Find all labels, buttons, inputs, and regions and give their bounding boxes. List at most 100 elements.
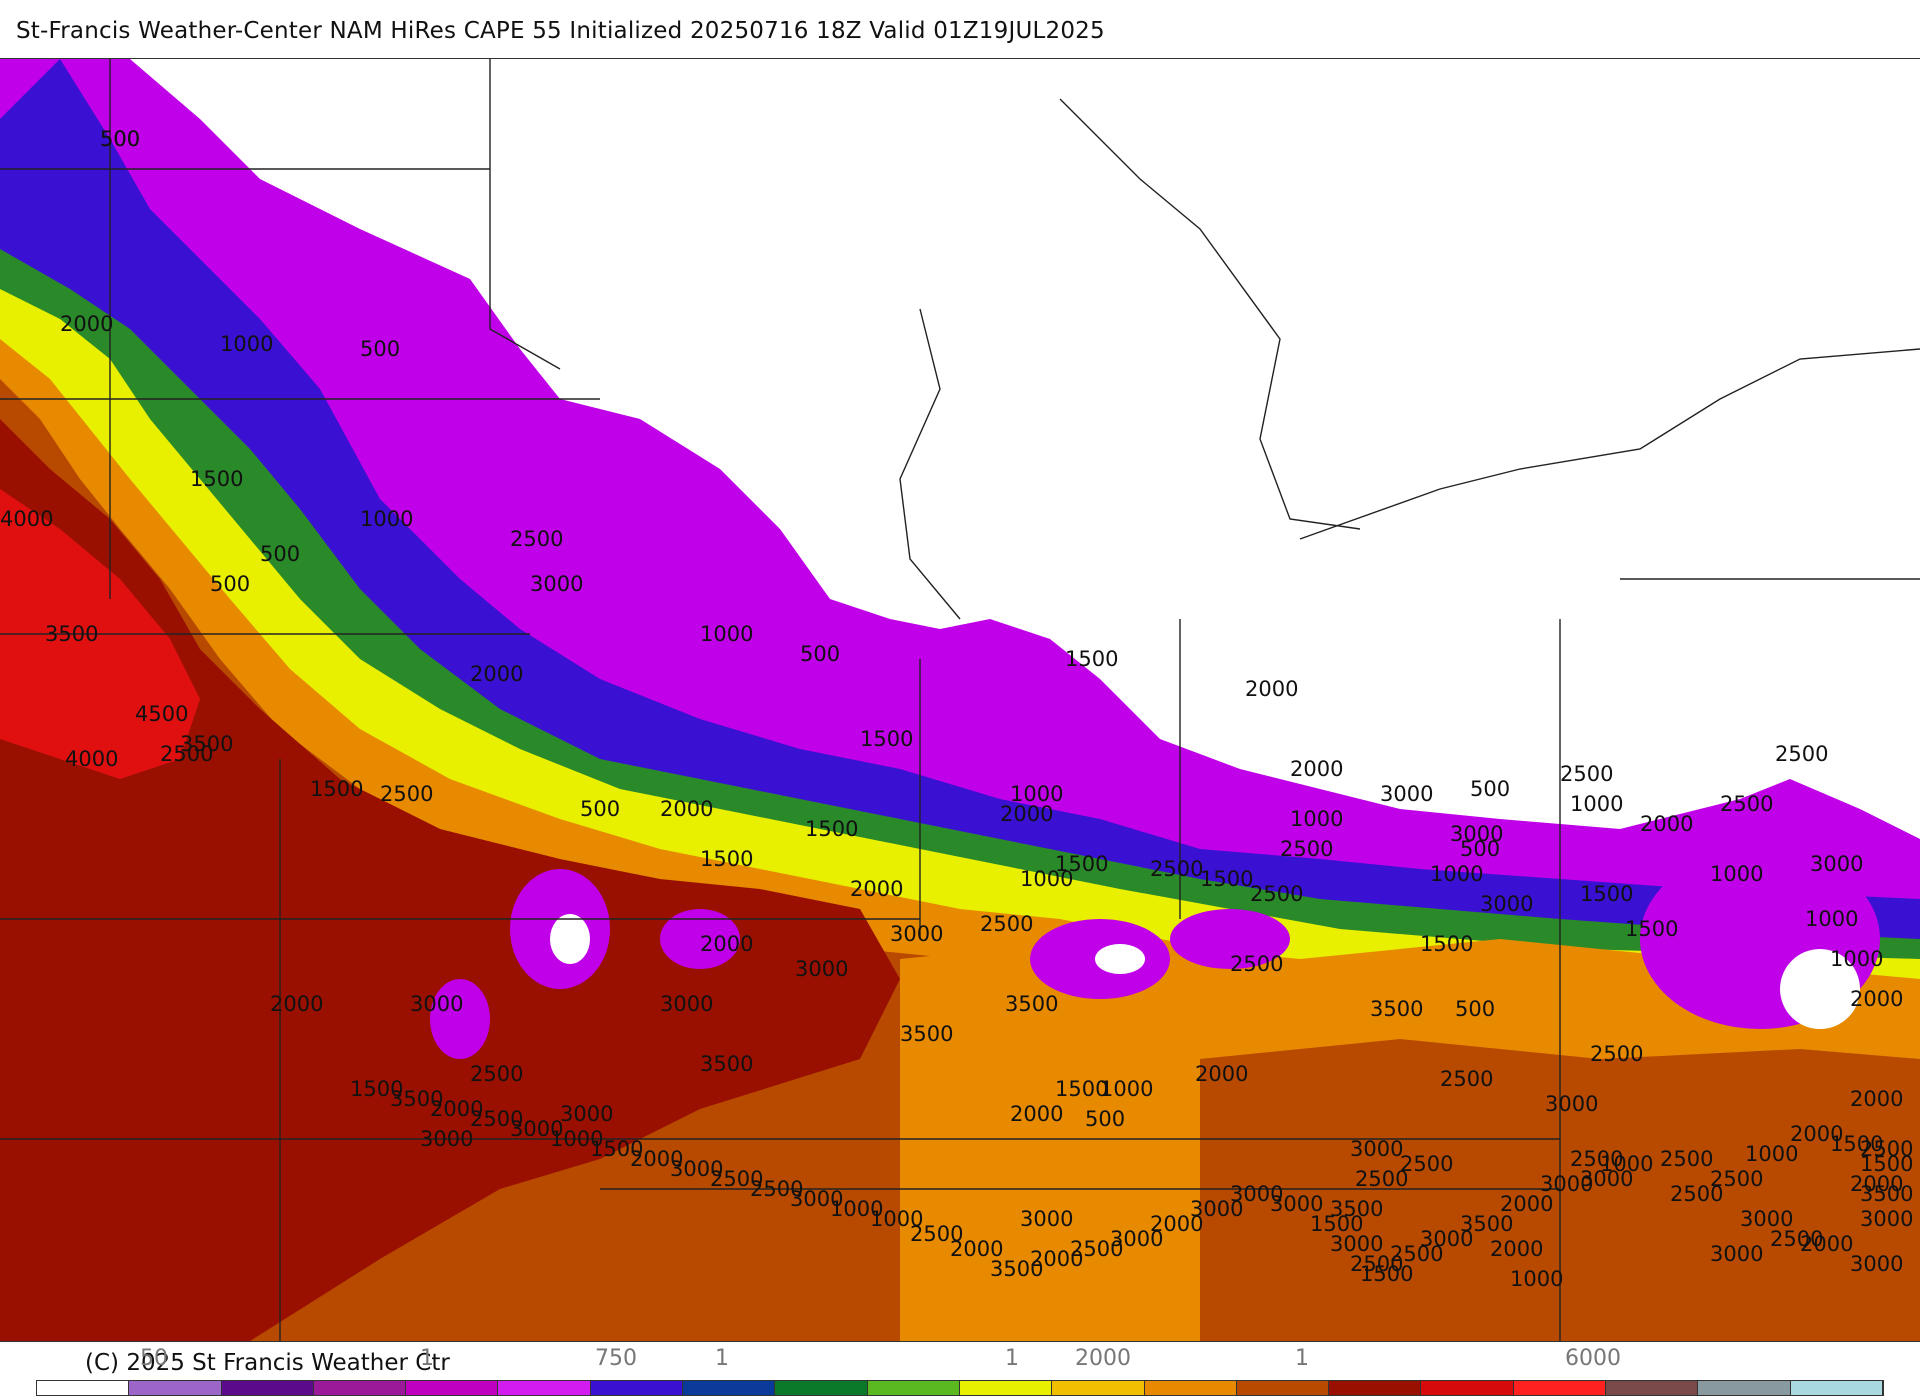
contour-label: 1000 bbox=[1010, 782, 1063, 806]
contour-label: 2000 bbox=[950, 1237, 1003, 1261]
contour-label: 2000 bbox=[1500, 1192, 1553, 1216]
contour-label: 2000 bbox=[1850, 1172, 1903, 1196]
contour-label: 3000 bbox=[660, 992, 713, 1016]
contour-label: 3000 bbox=[1740, 1207, 1793, 1231]
contour-label: 2500 bbox=[1440, 1067, 1493, 1091]
contour-label: 2000 bbox=[1000, 802, 1053, 826]
contour-label: 500 bbox=[800, 642, 840, 666]
colorbar-cell bbox=[1698, 1381, 1791, 1395]
contour-label: 1000 bbox=[870, 1207, 923, 1231]
colorbar-tick-label: 750 bbox=[595, 1346, 637, 1371]
contour-label: 3000 bbox=[1450, 822, 1503, 846]
contour-label: 3000 bbox=[1230, 1182, 1283, 1206]
contour-label: 4000 bbox=[65, 747, 118, 771]
contour-label: 2500 bbox=[380, 782, 433, 806]
colorbar-cell bbox=[1144, 1381, 1237, 1395]
colorbar-tick-label: 1 bbox=[1295, 1346, 1309, 1371]
cape-map: 500 2000 1000 500 1500 4000 1000 2500 500 3000 500… bbox=[0, 58, 1920, 1342]
contour-label: 1000 bbox=[1020, 867, 1073, 891]
contour-label: 2000 bbox=[1640, 812, 1693, 836]
contour-label: 1500 bbox=[1360, 1262, 1413, 1286]
contour-label: 3000 bbox=[410, 992, 463, 1016]
contour-label: 500 bbox=[260, 542, 300, 566]
contour-label: 3500 bbox=[1460, 1212, 1513, 1236]
contour-label: 2500 bbox=[510, 527, 563, 551]
contour-label: 2500 bbox=[980, 912, 1033, 936]
contour-label: 2000 bbox=[1195, 1062, 1248, 1086]
contour-label: 2500 bbox=[1775, 742, 1828, 766]
contour-label: 1500 bbox=[1860, 1152, 1913, 1176]
colorbar-tick-label: 1 bbox=[715, 1346, 729, 1371]
colorbar-cell bbox=[498, 1381, 591, 1395]
contour-label: 3500 bbox=[1370, 997, 1423, 1021]
contour-label: 3500 bbox=[45, 622, 98, 646]
colorbar-cell bbox=[1606, 1381, 1699, 1395]
contour-label: 1500 bbox=[1310, 1212, 1363, 1236]
colorbar-cell bbox=[129, 1381, 222, 1395]
contour-label: 3000 bbox=[1810, 852, 1863, 876]
contour-label: 1000 bbox=[1100, 1077, 1153, 1101]
contour-label: 3000 bbox=[1380, 782, 1433, 806]
contour-label: 1000 bbox=[550, 1127, 603, 1151]
contour-label: 1000 bbox=[1600, 1152, 1653, 1176]
contour-label: 1000 bbox=[220, 332, 273, 356]
colorbar-cell bbox=[221, 1381, 314, 1395]
contour-label: 1500 bbox=[1625, 917, 1678, 941]
contour-label: 3000 bbox=[1190, 1197, 1243, 1221]
contour-label: 2500 bbox=[750, 1177, 803, 1201]
contour-label: 2000 bbox=[1150, 1212, 1203, 1236]
contour-label: 2500 bbox=[1590, 1042, 1643, 1066]
contour-label: 500 bbox=[210, 572, 250, 596]
contour-label: 2000 bbox=[470, 662, 523, 686]
contour-label: 1500 bbox=[1420, 932, 1473, 956]
contour-label: 2500 bbox=[470, 1062, 523, 1086]
contour-label: 2500 bbox=[1720, 792, 1773, 816]
colorbar-cell bbox=[959, 1381, 1053, 1395]
colorbar-cell bbox=[1236, 1381, 1330, 1395]
contour-label: 2500 bbox=[1280, 837, 1333, 861]
colorbar-tick-label: 1 bbox=[420, 1346, 434, 1371]
contour-label: 1000 bbox=[1745, 1142, 1798, 1166]
storm-cell-cores bbox=[550, 914, 1860, 1029]
contour-label: 3000 bbox=[420, 1127, 473, 1151]
colorbar-tick-label: 6000 bbox=[1565, 1346, 1621, 1371]
contour-label: 1500 bbox=[350, 1077, 403, 1101]
contour-label: 1500 bbox=[190, 467, 243, 491]
contour-label: 3000 bbox=[1020, 1207, 1073, 1231]
contour-label: 1000 bbox=[830, 1197, 883, 1221]
contour-label: 1000 bbox=[1430, 862, 1483, 886]
contour-label: 2500 bbox=[910, 1222, 963, 1246]
colorbar-cell bbox=[683, 1381, 776, 1395]
contour-label: 500 bbox=[1460, 837, 1500, 861]
contour-label: 3000 bbox=[890, 922, 943, 946]
copyright-text: (C) 2025 St Francis Weather Ctr bbox=[85, 1350, 450, 1376]
contour-label: 1500 bbox=[1055, 852, 1108, 876]
contour-label: 3000 bbox=[1110, 1227, 1163, 1251]
contour-label: 3500 bbox=[700, 1052, 753, 1076]
contour-label: 2500 bbox=[1250, 882, 1303, 906]
contour-label: 2000 bbox=[430, 1097, 483, 1121]
contour-label: 2500 bbox=[1230, 952, 1283, 976]
contour-label: 1500 bbox=[860, 727, 913, 751]
contour-label: 2000 bbox=[60, 312, 113, 336]
contour-label: 1500 bbox=[1580, 882, 1633, 906]
contour-label: 3000 bbox=[790, 1187, 843, 1211]
contour-label: 3000 bbox=[1480, 892, 1533, 916]
colorbar-cell bbox=[775, 1381, 868, 1395]
contour-label: 1500 bbox=[1055, 1077, 1108, 1101]
contour-label: 4500 bbox=[135, 702, 188, 726]
contour-label: 500 bbox=[580, 797, 620, 821]
contour-label: 500 bbox=[1455, 997, 1495, 1021]
contour-label: 2500 bbox=[1150, 857, 1203, 881]
contour-label: 2500 bbox=[1770, 1227, 1823, 1251]
colorbar-cell bbox=[1329, 1381, 1422, 1395]
contour-label: 3000 bbox=[1350, 1137, 1403, 1161]
contour-label: 2000 bbox=[270, 992, 323, 1016]
contour-label: 3000 bbox=[795, 957, 848, 981]
colorbar-cell bbox=[313, 1381, 407, 1395]
contour-label: 2000 bbox=[1850, 1087, 1903, 1111]
contour-label: 1000 bbox=[360, 507, 413, 531]
contour-label: 3000 bbox=[1860, 1207, 1913, 1231]
colorbar-tick-label: 50 bbox=[140, 1346, 168, 1371]
contour-label: 2000 bbox=[660, 797, 713, 821]
